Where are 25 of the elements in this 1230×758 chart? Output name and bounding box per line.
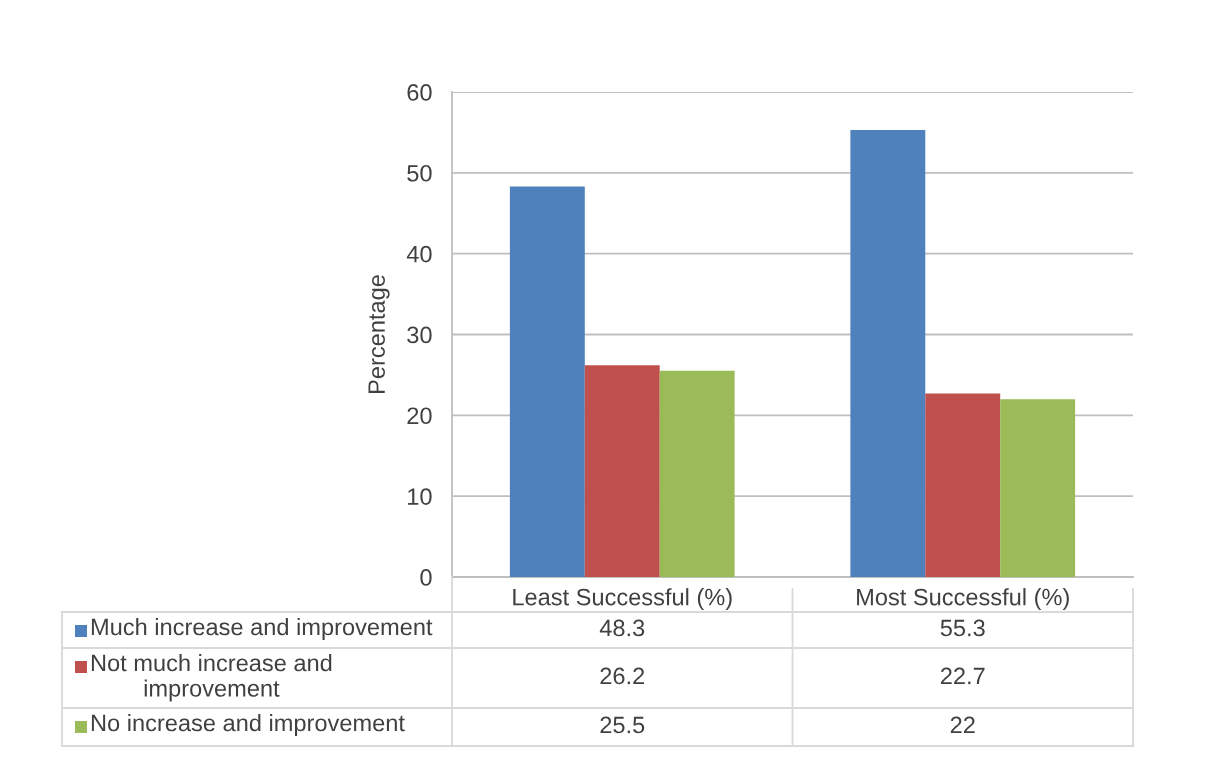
legend-label: No increase and improvement xyxy=(91,714,405,737)
bar xyxy=(584,365,660,577)
bar xyxy=(509,186,585,577)
y-tick-label: 30 xyxy=(407,326,432,344)
legend-label: Much increase and improvement xyxy=(91,618,433,641)
y-axis-title: Percentage xyxy=(368,275,390,393)
y-tick-label: 50 xyxy=(407,164,432,182)
data-label: 22 xyxy=(950,716,975,734)
x-tick-label: Most Successful (%) xyxy=(857,588,1069,611)
x-tick-label: Least Successful (%) xyxy=(513,588,732,611)
bar xyxy=(850,129,926,577)
bar xyxy=(925,393,1001,577)
y-tick-label: 40 xyxy=(406,245,432,263)
data-label: 55.3 xyxy=(940,619,985,637)
data-label: 22.7 xyxy=(940,667,985,685)
y-tick-label: 10 xyxy=(408,488,432,505)
data-label: 26.2 xyxy=(600,667,645,685)
bar xyxy=(659,370,735,577)
legend-label: Not much increase and improvement xyxy=(91,654,332,702)
data-label: 25.5 xyxy=(600,716,645,734)
y-tick-label: 20 xyxy=(407,407,432,425)
y-tick-label: 0 xyxy=(420,569,432,586)
data-label: 48.3 xyxy=(599,619,645,637)
y-tick-label: 60 xyxy=(407,84,432,101)
bar xyxy=(1000,399,1076,577)
